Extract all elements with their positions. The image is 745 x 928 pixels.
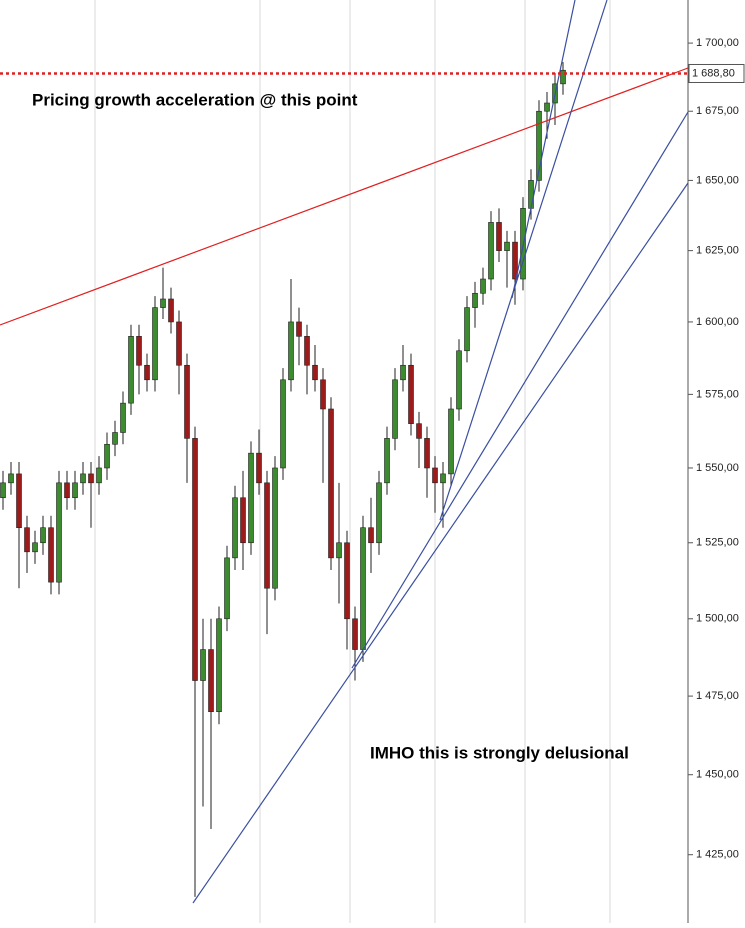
candle-body [248,452,254,544]
candle-body [80,473,86,484]
candle-body [440,473,446,484]
candle-body [208,649,214,713]
candle-body [160,298,166,308]
candle-body [344,542,350,620]
candle-body [32,542,38,553]
y-tick-label: 1 550,00 [696,462,739,474]
candle-body [376,482,382,544]
candle-body [280,379,286,469]
candle-body [64,482,70,499]
candle-body [296,321,302,337]
candle-body [272,467,278,589]
candle-body [216,618,222,713]
candle-body [480,278,486,294]
candle-body [112,432,118,445]
candle-body [472,292,478,308]
candle-body [488,222,494,280]
candle-body [128,336,134,404]
candle-body [176,321,182,366]
annotation: IMHO this is strongly delusional [370,743,629,762]
candle-body [144,364,150,381]
y-axis: 1 425,00 1 450,00 1 475,00 1 500,00 1 525,00… [688,37,739,861]
candle-body [368,527,374,544]
candle-body [184,364,190,439]
candle-body [288,321,294,381]
candle-body [152,307,158,381]
candle-body [304,336,310,366]
y-tick-label: 1 450,00 [696,769,739,781]
candle-body [352,618,358,650]
candle-body [240,497,246,544]
candle-body [432,467,438,484]
y-tick-label: 1 700,00 [696,37,739,49]
candle-body [424,438,430,469]
y-tick-label: 1 425,00 [696,849,739,861]
candle-body [328,408,334,559]
candle-body [512,241,518,280]
candles [0,62,566,897]
y-tick-label: 1 475,00 [696,690,739,702]
trend-line [0,67,689,326]
candle-body [0,482,6,499]
candle-body [48,527,54,583]
candle-body [88,473,94,484]
candle-body [400,364,406,381]
candle-body [224,557,230,620]
candle-body [536,110,542,181]
candle-body [336,542,342,559]
candle-body [16,473,22,529]
candle-body [456,350,462,410]
y-tick-label: 1 600,00 [696,316,739,328]
candle-body [448,408,454,475]
candle-body [416,423,422,439]
candle-body [264,482,270,589]
price-label: 1 688,80 [692,67,735,79]
candle-body [256,452,262,484]
trend-line [192,182,689,904]
price-label-box [688,63,745,83]
candle-body [384,438,390,484]
candle-body [8,473,14,484]
y-tick-label: 1 675,00 [696,105,739,117]
candle-body [56,482,62,583]
candle-body [544,102,550,112]
candle-body [192,438,198,681]
trend-line [351,111,689,669]
candle-body [200,649,206,681]
trend-lines [0,0,689,904]
y-tick-label: 1 500,00 [696,613,739,625]
candle-body [392,379,398,439]
trend-line [511,0,576,299]
candle-body [72,482,78,499]
candle-body [528,180,534,209]
candle-body [312,364,318,381]
candle-body [104,443,110,469]
y-tick-label: 1 575,00 [696,388,739,400]
y-tick-label: 1 650,00 [696,174,739,186]
candle-body [408,364,414,424]
candle-body [40,527,46,544]
candle-body [360,527,366,650]
candle-body [232,497,238,559]
y-tick-label: 1 525,00 [696,537,739,549]
trend-line [439,0,608,521]
candle-body [96,467,102,484]
vertical-grid [94,0,611,923]
candle-body [560,69,566,85]
annotation: Pricing growth acceleration @ this point [32,90,358,109]
candle-body [136,336,142,366]
candle-body [120,402,126,433]
candle-body [464,307,470,352]
candle-body [496,222,502,251]
y-tick-label: 1 625,00 [696,245,739,257]
candle-body [24,527,30,553]
candle-body [168,298,174,323]
candle-body [320,379,326,410]
candle-body [504,241,510,251]
